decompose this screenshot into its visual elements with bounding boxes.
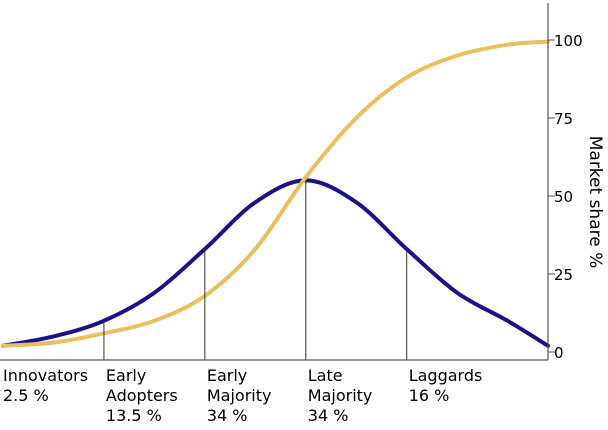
y-tick-label-25: 25 [554,266,573,284]
segment-label-3: Early Majority 34 % [207,366,272,425]
y-axis-title: Market share % [585,136,605,269]
segment-label-line: Majority [207,386,272,405]
y-tick-label-75: 75 [554,110,573,128]
y-tick-label-0: 0 [554,344,564,362]
segment-labels: Innovators 2.5 %Early Adopters 13.5 %Early M… [3,366,482,425]
segment-label-line: 2.5 % [3,386,49,405]
adoption-bell-curve-line [1,178,550,348]
segment-label-line: 34 % [308,406,349,425]
segment-label-4: Late Majority 34 % [308,366,373,425]
segment-label-line: Adopters [106,386,178,405]
y-tick-label-50: 50 [554,188,573,206]
segment-label-2: Early Adopters 13.5 % [106,366,178,425]
segment-label-5: Laggards 16 % [409,366,483,405]
segment-label-line: Majority [308,386,373,405]
segment-label-line: Early [106,366,146,385]
segment-label-line: 13.5 % [106,406,162,425]
segment-label-line: Late [308,366,343,385]
segment-dividers [103,180,408,360]
segment-label-line: Early [207,366,247,385]
segment-label-1: Innovators 2.5 % [3,366,88,405]
segment-label-line: 34 % [207,406,248,425]
segment-label-line: 16 % [409,386,450,405]
y-tick-label-100: 100 [554,32,583,50]
segment-label-line: Laggards [409,366,483,385]
segment-label-line: Innovators [3,366,88,385]
y-axis-ticks: 0 25 50 75 100 [548,32,583,362]
curves-layer [1,39,550,348]
